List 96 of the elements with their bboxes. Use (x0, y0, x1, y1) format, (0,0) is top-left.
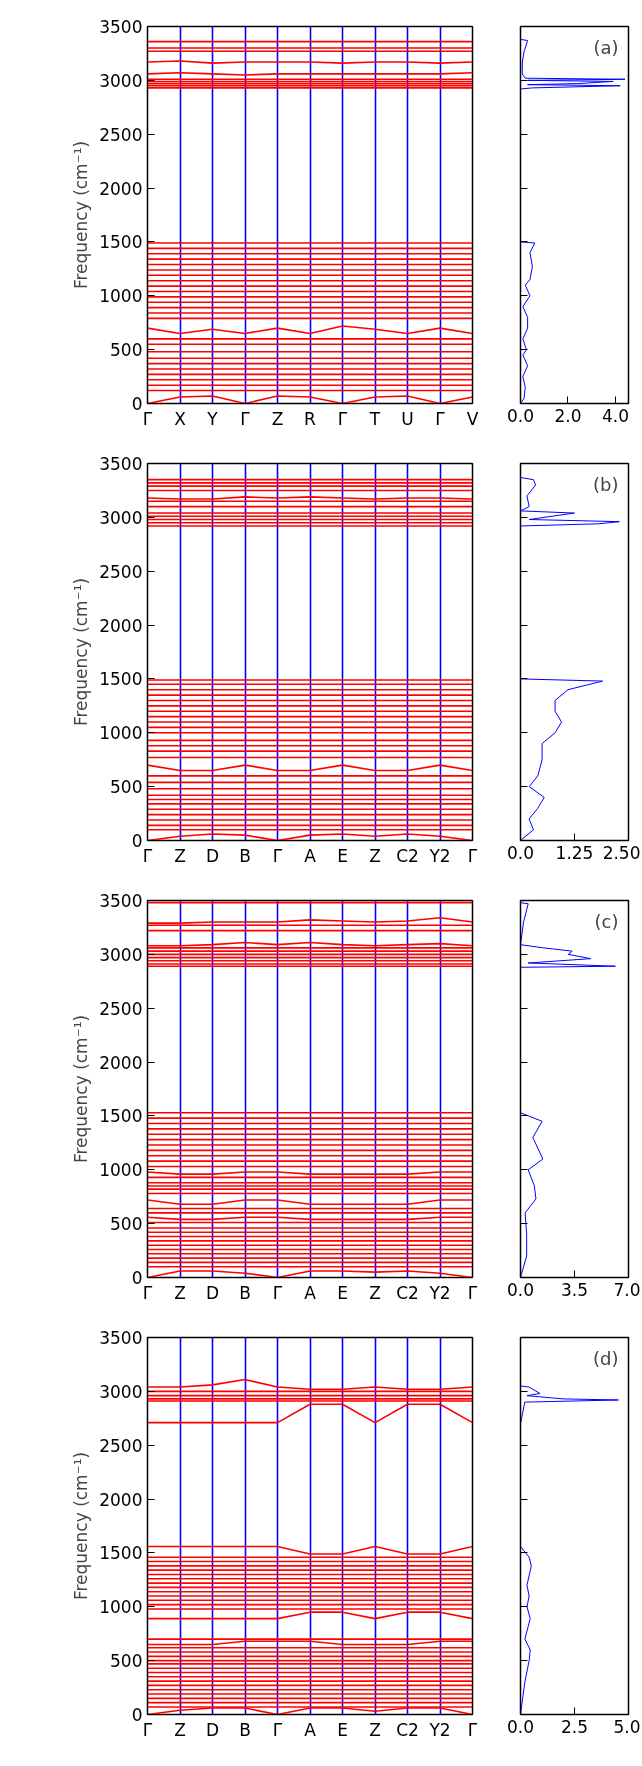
y-tick-label: 0 (131, 831, 143, 851)
x-tick-label: U (401, 408, 414, 429)
x-tick-label: 2.5 (560, 1716, 589, 1737)
y-axis-title: Frequency (cm⁻¹) (71, 577, 92, 727)
x-tick-label: B (239, 1719, 251, 1740)
x-tick-label: D (205, 845, 220, 866)
x-tick-label: 0.0 (506, 1716, 535, 1737)
y-tick-label: 500 (110, 777, 143, 798)
y-tick-label: 1000 (99, 286, 143, 307)
y-tick-label: 500 (110, 340, 143, 361)
x-tick-label: V (466, 408, 479, 429)
x-tick-label: T (368, 408, 381, 429)
y-tick-label: 3500 (99, 1328, 143, 1348)
x-tick-label: Y2 (428, 1282, 451, 1303)
y-tick-label: 1000 (99, 1597, 143, 1618)
x-tick-label: Y2 (428, 845, 451, 866)
x-tick-label: A (304, 1719, 317, 1740)
x-tick-label: E (337, 1282, 348, 1303)
y-tick-label: 3500 (99, 454, 143, 474)
x-tick-label: E (337, 845, 348, 866)
x-tick-label: A (304, 845, 317, 866)
y-tick-label: 1500 (99, 232, 143, 253)
y-tick-label: 0 (131, 394, 143, 414)
x-tick-label: E (337, 1719, 348, 1740)
x-tick-label: Z (174, 1719, 186, 1740)
y-tick-label: 2500 (99, 124, 143, 145)
annotation: (a) (593, 36, 619, 58)
y-tick-label: 3000 (99, 1381, 143, 1402)
x-tick-label: Γ (337, 408, 348, 429)
x-tick-label: A (304, 1282, 317, 1303)
x-tick-label: 3.5 (560, 1279, 589, 1300)
x-tick-label: 1.25 (555, 842, 594, 863)
x-tick-label: X (174, 408, 187, 429)
x-tick-label: Γ (467, 1282, 478, 1303)
x-tick-label: Z (369, 845, 381, 866)
y-tick-label: 500 (110, 1651, 143, 1672)
x-tick-label: Z (271, 408, 284, 429)
y-tick-label: 2000 (99, 1489, 143, 1510)
y-tick-label: 1500 (99, 669, 143, 690)
x-tick-label: 2.0 (554, 405, 582, 426)
x-tick-label: R (304, 408, 317, 429)
y-tick-label: 2500 (99, 561, 143, 582)
x-tick-label: Γ (467, 1719, 478, 1740)
x-tick-label: Z (369, 1719, 381, 1740)
x-tick-label: 0.0 (506, 405, 535, 426)
x-tick-label: C2 (396, 1282, 419, 1303)
x-tick-label: B (239, 1282, 251, 1303)
x-tick-label: 0.0 (506, 1279, 535, 1300)
y-axis-title: Frequency (cm⁻¹) (71, 140, 92, 290)
y-tick-label: 2000 (99, 615, 143, 636)
x-tick-label: Γ (272, 1282, 283, 1303)
y-axis-title: Frequency (cm⁻¹) (71, 1451, 92, 1601)
x-tick-label: Y2 (428, 1719, 451, 1740)
x-tick-label: Γ (272, 1719, 283, 1740)
x-tick-label: 0.0 (506, 842, 535, 863)
y-tick-label: 2000 (99, 178, 143, 199)
y-tick-label: 2500 (99, 1435, 143, 1456)
x-tick-label: Γ (142, 845, 153, 866)
x-tick-label: 4.0 (601, 405, 629, 426)
x-tick-label: Γ (272, 845, 283, 866)
y-tick-label: 3000 (99, 507, 143, 528)
x-tick-label: Z (174, 1282, 186, 1303)
x-tick-label: Z (369, 1282, 381, 1303)
x-tick-label: Z (174, 845, 186, 866)
y-tick-label: 3500 (99, 17, 143, 37)
x-tick-label: Γ (142, 1719, 153, 1740)
annotation: (c) (594, 910, 619, 932)
y-tick-label: 2500 (99, 998, 143, 1019)
y-tick-label: 1000 (99, 723, 143, 744)
y-tick-label: 2000 (99, 1052, 143, 1073)
x-tick-label: Γ (142, 1282, 153, 1303)
x-tick-label: Γ (240, 408, 251, 429)
annotation: (d) (593, 1347, 619, 1369)
x-tick-label: 5.0 (613, 1716, 641, 1737)
y-tick-label: 3500 (99, 891, 143, 911)
x-tick-label: Γ (142, 408, 153, 429)
y-tick-label: 0 (131, 1268, 143, 1288)
x-tick-label: Y (206, 408, 219, 429)
y-axis-title: Frequency (cm⁻¹) (71, 1014, 92, 1164)
x-tick-label: Γ (435, 408, 446, 429)
y-tick-label: 1500 (99, 1106, 143, 1127)
y-tick-label: 500 (110, 1214, 143, 1235)
y-tick-label: 0 (131, 1705, 143, 1725)
x-tick-label: C2 (396, 1719, 419, 1740)
x-tick-label: B (239, 845, 251, 866)
x-tick-label: D (205, 1719, 220, 1740)
y-tick-label: 1000 (99, 1160, 143, 1181)
y-tick-label: 1500 (99, 1543, 143, 1564)
x-tick-label: 2.50 (602, 842, 641, 863)
annotation: (b) (593, 473, 619, 495)
x-tick-label: Γ (467, 845, 478, 866)
x-tick-label: D (205, 1282, 220, 1303)
x-tick-label: C2 (396, 845, 419, 866)
y-tick-label: 3000 (99, 944, 143, 965)
x-tick-label: 7.0 (613, 1279, 641, 1300)
y-tick-label: 3000 (99, 70, 143, 91)
